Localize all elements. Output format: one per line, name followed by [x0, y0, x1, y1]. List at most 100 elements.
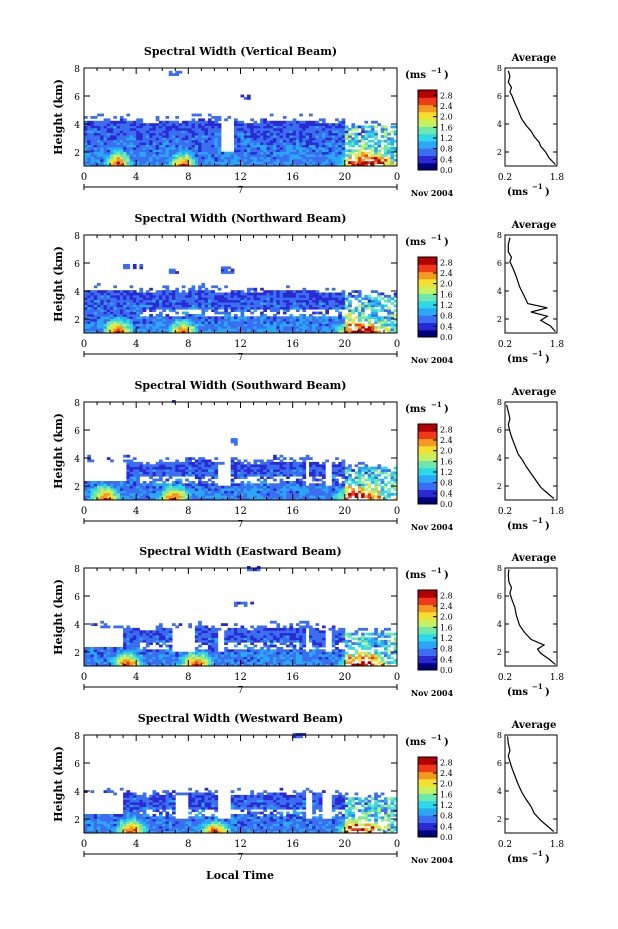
heatmap-cell: [273, 302, 277, 305]
heatmap-cell: [325, 328, 329, 331]
heatmap-cell: [318, 473, 323, 477]
colorbar-tick-label: 2.8: [440, 258, 453, 267]
heatmap-cell: [367, 483, 372, 487]
heatmap-cell: [126, 302, 131, 305]
heatmap-cell: [234, 294, 238, 298]
heatmap-cell: [384, 304, 388, 308]
heatmap-cell: [243, 299, 248, 303]
heatmap-cell: [380, 481, 385, 484]
heatmap-cell: [240, 316, 245, 320]
heatmap-cell: [286, 142, 290, 145]
heatmap-cell: [149, 471, 153, 475]
heatmap-cell: [198, 142, 202, 145]
heatmap-cell: [227, 299, 232, 303]
heatmap-cell: [126, 318, 131, 322]
heatmap-cell: [139, 321, 144, 324]
heatmap-cell: [211, 481, 215, 484]
heatmap-cell: [175, 297, 179, 301]
heatmap-cell: [227, 156, 232, 160]
heatmap-cell: [325, 287, 329, 291]
heatmap-cell: [282, 147, 287, 150]
heatmap-cell: [279, 294, 284, 298]
heatmap-cell: [126, 304, 131, 308]
heatmap-cell: [198, 314, 202, 317]
heatmap-cell: [269, 483, 274, 487]
heatmap-cell: [119, 125, 124, 129]
heatmap-cell: [318, 328, 323, 331]
heatmap-cell: [234, 132, 238, 136]
heatmap-cell: [103, 132, 108, 136]
heatmap-cell: [152, 161, 157, 164]
heatmap-cell: [263, 297, 267, 301]
heatmap-cell: [159, 151, 163, 155]
heatmap-cell: [220, 299, 225, 303]
heatmap-cell: [123, 663, 127, 667]
heatmap-cell: [377, 330, 382, 334]
heatmap-cell: [351, 127, 356, 131]
heatmap-cell: [325, 325, 329, 329]
heatmap-cell: [354, 495, 359, 498]
heatmap-cell: [227, 154, 232, 157]
heatmap-cell: [328, 144, 333, 148]
heatmap-cell: [354, 481, 359, 484]
heatmap-cell: [273, 473, 277, 477]
heatmap-cell: [181, 316, 186, 320]
heatmap-cell: [328, 490, 333, 494]
heatmap-cell: [315, 316, 320, 320]
heatmap-cell: [145, 461, 150, 465]
colorbar-tick-label: 0.0: [440, 333, 453, 342]
heatmap-cell: [289, 461, 294, 465]
heatmap-cell: [315, 497, 320, 501]
heatmap-cell: [331, 158, 336, 162]
heatmap-cell: [322, 485, 326, 489]
heatmap-cell: [315, 290, 320, 293]
heatmap-cell: [139, 154, 144, 157]
heatmap-cell: [302, 161, 307, 164]
heatmap-cell: [152, 294, 157, 298]
heatmap-cell: [175, 151, 179, 155]
heatmap-cell: [247, 323, 251, 327]
heatmap-cell: [351, 294, 356, 298]
heatmap-cell: [286, 302, 290, 305]
heatmap-cell: [384, 323, 388, 327]
heatmap-cell: [103, 127, 108, 131]
heatmap-cell: [247, 297, 251, 301]
heatmap-cell: [139, 163, 144, 167]
heatmap-cell: [113, 330, 117, 334]
heatmap-cell: [142, 483, 147, 487]
heatmap-cell: [331, 139, 336, 143]
heatmap-cell: [211, 328, 215, 331]
heatmap-cell: [357, 132, 362, 136]
heatmap-cell: [279, 292, 284, 296]
heatmap-cell: [207, 299, 212, 303]
heatmap-cell: [126, 130, 131, 134]
heatmap-cell: [344, 485, 349, 489]
heatmap-cell: [152, 490, 157, 494]
heatmap-cell: [364, 306, 369, 310]
heatmap-cell: [87, 135, 91, 138]
heatmap-cell: [331, 147, 336, 150]
heatmap-cell: [87, 120, 91, 124]
heatmap-cell: [172, 120, 176, 124]
heatmap-cell: [282, 139, 287, 143]
heatmap-cell: [341, 490, 346, 494]
heatmap-cell: [185, 137, 189, 141]
heatmap-cell: [84, 663, 88, 667]
heatmap-cell: [370, 476, 375, 479]
heatmap-cell: [119, 656, 124, 660]
heatmap-cell: [318, 471, 323, 475]
heatmap-cell: [357, 488, 362, 491]
heatmap-cell: [328, 330, 333, 334]
heatmap-cell: [201, 492, 206, 496]
heatmap-cell: [142, 304, 147, 308]
heatmap-cell: [289, 485, 294, 489]
heatmap-cell: [276, 137, 281, 141]
heatmap-cell: [106, 481, 111, 484]
heatmap-cells: [84, 264, 398, 334]
heatmap-cell: [335, 144, 339, 148]
heatmap-cell: [295, 156, 300, 160]
heatmap-cell: [292, 302, 297, 305]
day-label: 7: [238, 353, 244, 363]
heatmap-cell: [263, 306, 267, 310]
heatmap-cell: [168, 139, 173, 143]
